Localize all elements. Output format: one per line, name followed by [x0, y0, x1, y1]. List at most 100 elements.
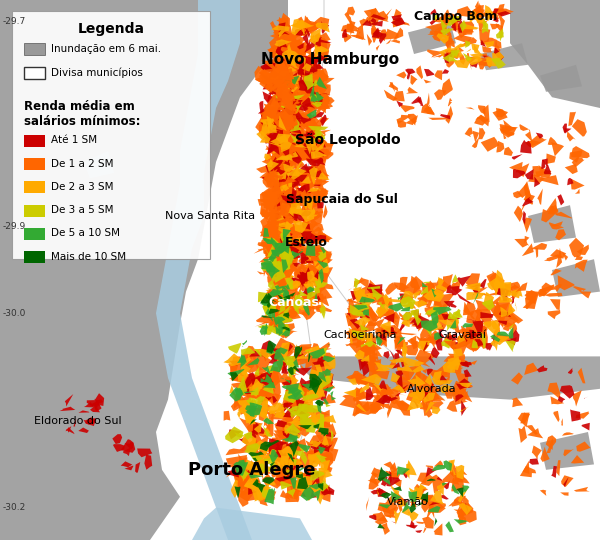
Polygon shape — [551, 466, 557, 478]
Polygon shape — [454, 328, 480, 337]
Polygon shape — [258, 375, 266, 386]
Polygon shape — [290, 433, 299, 446]
Polygon shape — [242, 374, 256, 389]
Polygon shape — [271, 103, 284, 105]
Polygon shape — [241, 356, 257, 365]
Polygon shape — [317, 274, 326, 280]
Polygon shape — [427, 478, 436, 481]
Polygon shape — [284, 50, 296, 64]
Polygon shape — [475, 114, 488, 120]
Polygon shape — [280, 261, 291, 269]
Polygon shape — [269, 172, 282, 181]
Polygon shape — [349, 305, 359, 315]
Polygon shape — [281, 157, 300, 164]
Polygon shape — [289, 224, 311, 235]
Polygon shape — [292, 249, 301, 259]
Polygon shape — [298, 425, 312, 429]
Polygon shape — [382, 29, 398, 39]
Text: Novo Hamburgo: Novo Hamburgo — [261, 52, 399, 67]
Polygon shape — [272, 87, 285, 97]
Polygon shape — [370, 18, 376, 23]
Polygon shape — [416, 502, 424, 507]
Polygon shape — [468, 334, 480, 344]
Polygon shape — [274, 87, 289, 100]
Polygon shape — [271, 157, 282, 172]
Polygon shape — [239, 388, 257, 394]
Polygon shape — [250, 419, 257, 425]
Polygon shape — [65, 394, 73, 407]
Polygon shape — [484, 41, 494, 48]
Polygon shape — [430, 30, 446, 36]
Polygon shape — [297, 450, 317, 470]
Polygon shape — [362, 20, 372, 26]
Polygon shape — [264, 323, 267, 336]
Polygon shape — [295, 123, 304, 131]
Polygon shape — [466, 107, 475, 110]
Polygon shape — [426, 295, 434, 308]
Polygon shape — [383, 462, 397, 471]
Polygon shape — [458, 329, 476, 340]
Polygon shape — [264, 299, 270, 306]
Polygon shape — [359, 296, 375, 302]
Polygon shape — [275, 286, 286, 293]
Polygon shape — [307, 190, 321, 196]
Polygon shape — [289, 144, 301, 148]
Polygon shape — [262, 60, 275, 70]
Polygon shape — [274, 111, 295, 122]
Polygon shape — [287, 367, 293, 375]
Polygon shape — [287, 230, 297, 241]
Polygon shape — [268, 460, 277, 474]
Polygon shape — [304, 83, 308, 89]
Polygon shape — [269, 410, 275, 415]
Polygon shape — [271, 80, 280, 93]
Polygon shape — [277, 16, 290, 27]
Polygon shape — [431, 371, 442, 384]
Polygon shape — [265, 238, 271, 243]
Polygon shape — [263, 85, 278, 90]
Polygon shape — [424, 391, 446, 402]
Polygon shape — [297, 296, 308, 308]
Polygon shape — [434, 332, 442, 341]
Polygon shape — [527, 428, 543, 438]
Polygon shape — [465, 57, 482, 65]
Polygon shape — [292, 166, 299, 172]
Polygon shape — [284, 397, 304, 408]
Polygon shape — [269, 36, 289, 51]
Polygon shape — [502, 296, 514, 303]
Polygon shape — [274, 167, 290, 174]
Polygon shape — [253, 477, 263, 496]
Polygon shape — [299, 295, 317, 298]
Polygon shape — [398, 497, 403, 501]
Polygon shape — [271, 91, 296, 108]
Polygon shape — [280, 300, 293, 312]
Polygon shape — [376, 335, 383, 346]
Polygon shape — [280, 195, 290, 204]
Polygon shape — [309, 369, 323, 381]
Polygon shape — [470, 61, 478, 68]
Polygon shape — [301, 482, 309, 491]
Polygon shape — [290, 375, 299, 386]
Polygon shape — [317, 370, 326, 382]
Polygon shape — [254, 247, 270, 254]
Polygon shape — [310, 152, 314, 158]
Polygon shape — [290, 101, 302, 104]
Polygon shape — [359, 17, 371, 27]
Polygon shape — [470, 53, 483, 59]
Polygon shape — [274, 166, 287, 184]
Polygon shape — [458, 515, 466, 525]
Polygon shape — [301, 487, 317, 501]
Polygon shape — [308, 115, 314, 129]
Polygon shape — [286, 231, 308, 244]
Polygon shape — [307, 207, 316, 220]
Polygon shape — [431, 362, 451, 377]
Polygon shape — [395, 400, 400, 402]
Bar — [24, 158, 45, 170]
Polygon shape — [281, 114, 294, 123]
Polygon shape — [524, 189, 533, 205]
Polygon shape — [266, 296, 278, 303]
Polygon shape — [484, 10, 494, 18]
Polygon shape — [271, 310, 288, 322]
Text: Campo Bom: Campo Bom — [415, 10, 497, 23]
Polygon shape — [292, 456, 297, 467]
Polygon shape — [268, 327, 289, 336]
